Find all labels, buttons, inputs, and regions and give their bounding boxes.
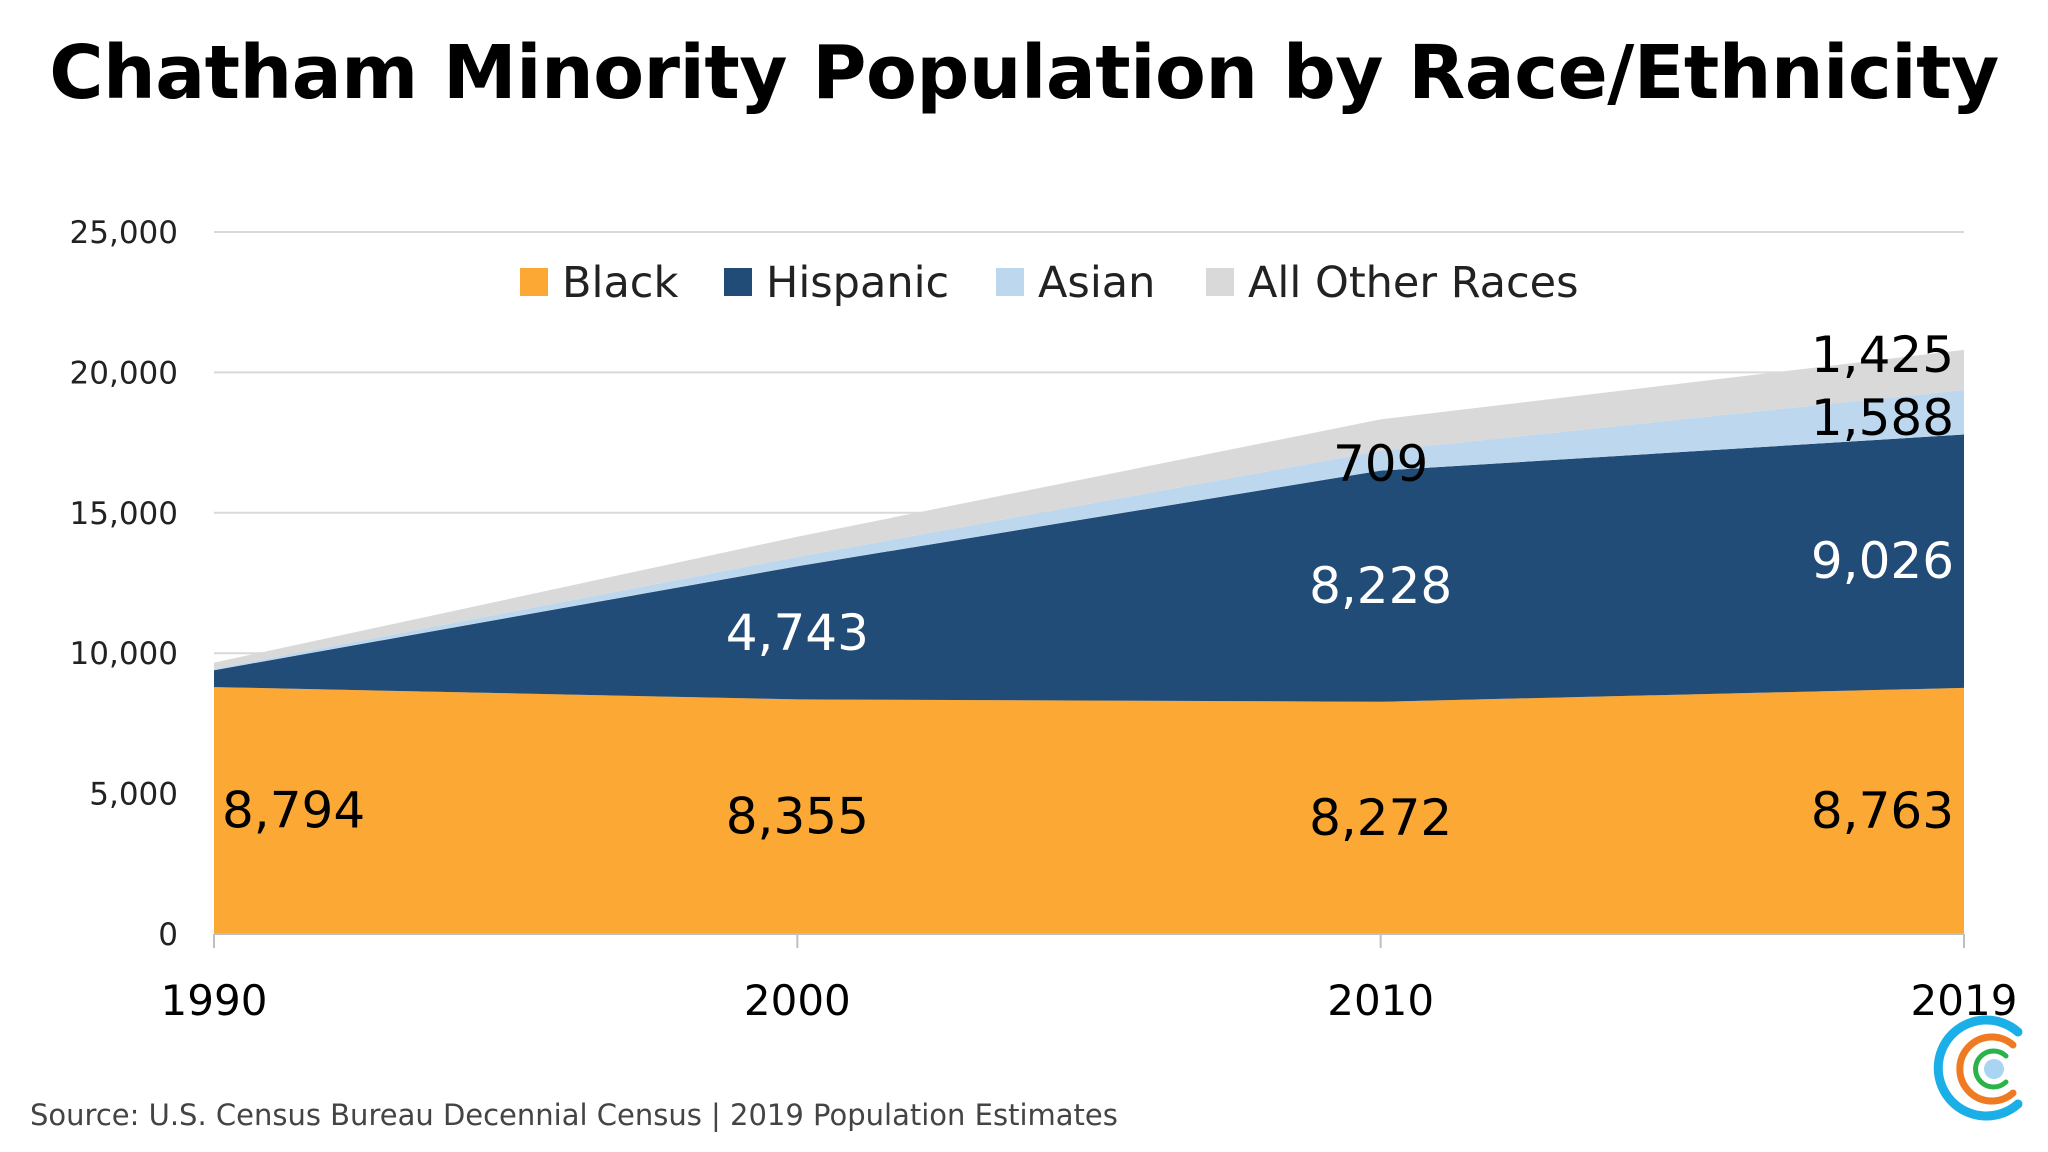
area-black — [214, 687, 1964, 934]
x-tick-label: 1990 — [161, 976, 268, 1025]
area-hispanic — [214, 434, 1964, 702]
x-tick-label: 2010 — [1327, 976, 1434, 1025]
x-tick-label: 2019 — [1911, 976, 2018, 1025]
y-tick-label: 10,000 — [70, 636, 178, 672]
data-label: 1,425 — [1811, 326, 1954, 384]
data-label: 8,228 — [1309, 557, 1452, 615]
data-label: 9,026 — [1811, 532, 1954, 590]
data-label: 8,272 — [1309, 789, 1452, 847]
chart-title: Chatham Minority Population by Race/Ethn… — [49, 30, 1999, 116]
y-tick-label: 0 — [158, 917, 178, 953]
data-label: 4,743 — [726, 604, 869, 662]
data-label: 1,588 — [1811, 389, 1954, 447]
legend-swatch — [520, 268, 548, 296]
legend-label: Asian — [1038, 258, 1155, 308]
y-tick-label: 5,000 — [89, 777, 178, 813]
data-label: 8,794 — [222, 782, 365, 840]
area-asian — [214, 389, 1964, 671]
source-note: Source: U.S. Census Bureau Decennial Cen… — [30, 1098, 1118, 1132]
legend-label: All Other Races — [1248, 258, 1579, 308]
concentric-c-logo-icon — [1933, 1015, 2023, 1121]
data-label: 8,355 — [726, 788, 869, 846]
y-tick-label: 15,000 — [70, 496, 178, 532]
legend-swatch — [1206, 268, 1234, 296]
y-tick-label: 25,000 — [70, 215, 178, 251]
x-tick-label: 2000 — [744, 976, 851, 1025]
y-tick-label: 20,000 — [70, 355, 178, 391]
data-label: 8,763 — [1811, 782, 1954, 840]
legend-swatch — [724, 268, 752, 296]
legend-label: Hispanic — [766, 258, 949, 308]
legend-label: Black — [562, 258, 678, 308]
area-all-other-races — [214, 349, 1964, 669]
data-label: 709 — [1333, 435, 1428, 493]
legend-swatch — [996, 268, 1024, 296]
